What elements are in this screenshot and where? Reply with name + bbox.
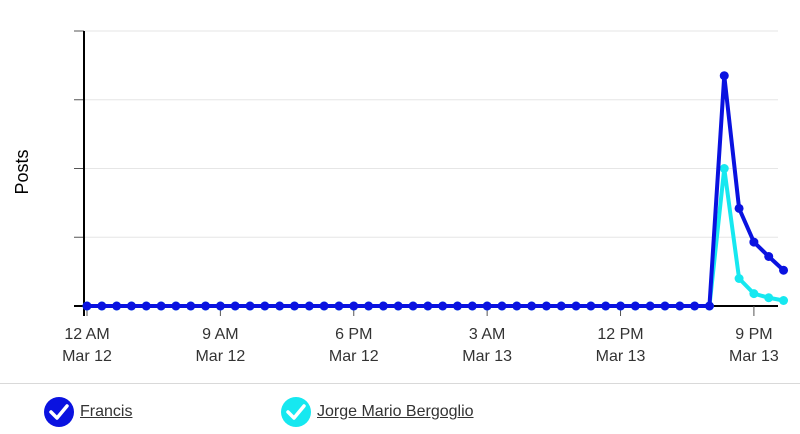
- x-tick-label: 3 AM: [469, 326, 505, 343]
- data-point: [97, 301, 107, 311]
- data-point: [349, 301, 359, 311]
- data-point: [571, 301, 581, 311]
- legend: Francis Jorge Mario Bergoglio: [0, 383, 800, 434]
- series-layer: [82, 71, 789, 311]
- data-point: [601, 301, 611, 311]
- checkmark-icon: [44, 397, 74, 427]
- data-point: [779, 296, 789, 305]
- legend-label-francis: Francis: [80, 403, 133, 420]
- data-point: [556, 301, 566, 311]
- data-point: [289, 301, 299, 311]
- series-francis: [82, 71, 789, 311]
- x-tick-label: 12 PM: [597, 326, 643, 343]
- data-point: [734, 203, 744, 213]
- data-point: [186, 301, 196, 311]
- data-point: [438, 301, 448, 311]
- legend-label-jorge-mario-bergoglio: Jorge Mario Bergoglio: [317, 403, 474, 420]
- x-tick-label: 9 AM: [202, 326, 238, 343]
- data-point: [453, 301, 462, 311]
- data-point: [675, 301, 685, 311]
- data-point: [260, 301, 270, 311]
- data-point: [230, 301, 240, 311]
- data-point: [304, 301, 314, 311]
- data-point: [334, 301, 344, 311]
- data-point: [408, 301, 418, 311]
- data-point: [467, 301, 477, 311]
- gridlines: [74, 30, 778, 307]
- data-point: [719, 164, 729, 173]
- data-point: [734, 274, 744, 283]
- data-point: [275, 301, 285, 311]
- data-point: [423, 301, 433, 311]
- checkmark-icon: [281, 397, 311, 427]
- data-point: [245, 301, 255, 311]
- data-point: [126, 301, 136, 311]
- data-point: [586, 301, 596, 311]
- data-point: [749, 289, 759, 299]
- data-point: [512, 301, 522, 311]
- data-point: [704, 301, 714, 311]
- data-point: [364, 301, 374, 311]
- data-point: [719, 71, 729, 81]
- x-tick-label: Mar 12: [329, 348, 379, 365]
- data-point: [630, 301, 640, 311]
- data-point: [764, 293, 774, 303]
- data-point: [527, 301, 537, 311]
- x-tick-label: 12 AM: [64, 326, 109, 343]
- legend-item-francis[interactable]: Francis: [44, 397, 132, 427]
- axes: [74, 31, 778, 316]
- data-point: [201, 301, 211, 311]
- data-point: [171, 301, 181, 311]
- data-point: [482, 301, 492, 311]
- x-axis-ticks: 12 AM Mar 12 9 AM Mar 12 6 PM Mar 12 3 AM Mar 1…: [62, 306, 779, 365]
- data-point: [497, 301, 507, 311]
- data-point: [156, 301, 166, 311]
- data-point: [779, 265, 789, 275]
- x-tick-label: Mar 13: [596, 348, 646, 365]
- data-point: [319, 301, 329, 311]
- x-tick-label: 9 PM: [735, 326, 772, 343]
- x-tick-label: Mar 13: [462, 348, 512, 365]
- legend-item-jorge-mario-bergoglio[interactable]: Jorge Mario Bergoglio: [281, 397, 474, 427]
- x-tick-label: 6 PM: [335, 326, 372, 343]
- data-point: [660, 301, 670, 311]
- data-point: [82, 301, 92, 311]
- data-point: [141, 301, 151, 311]
- series-line: [87, 73, 785, 308]
- data-point: [616, 301, 626, 311]
- data-point: [541, 301, 551, 311]
- x-tick-label: Mar 12: [195, 348, 245, 365]
- data-point: [393, 301, 403, 311]
- line-chart: 12 AM Mar 12 9 AM Mar 12 6 PM Mar 12 3 AM Mar 1…: [12, 30, 789, 365]
- data-point: [690, 301, 700, 311]
- data-point: [645, 301, 655, 311]
- data-point: [378, 301, 388, 311]
- x-tick-label: Mar 13: [729, 348, 779, 365]
- data-point: [749, 237, 759, 247]
- data-point: [112, 301, 122, 311]
- y-axis-title: Posts: [12, 149, 32, 194]
- data-point: [764, 252, 774, 261]
- x-tick-label: Mar 12: [62, 348, 112, 365]
- data-point: [215, 301, 225, 311]
